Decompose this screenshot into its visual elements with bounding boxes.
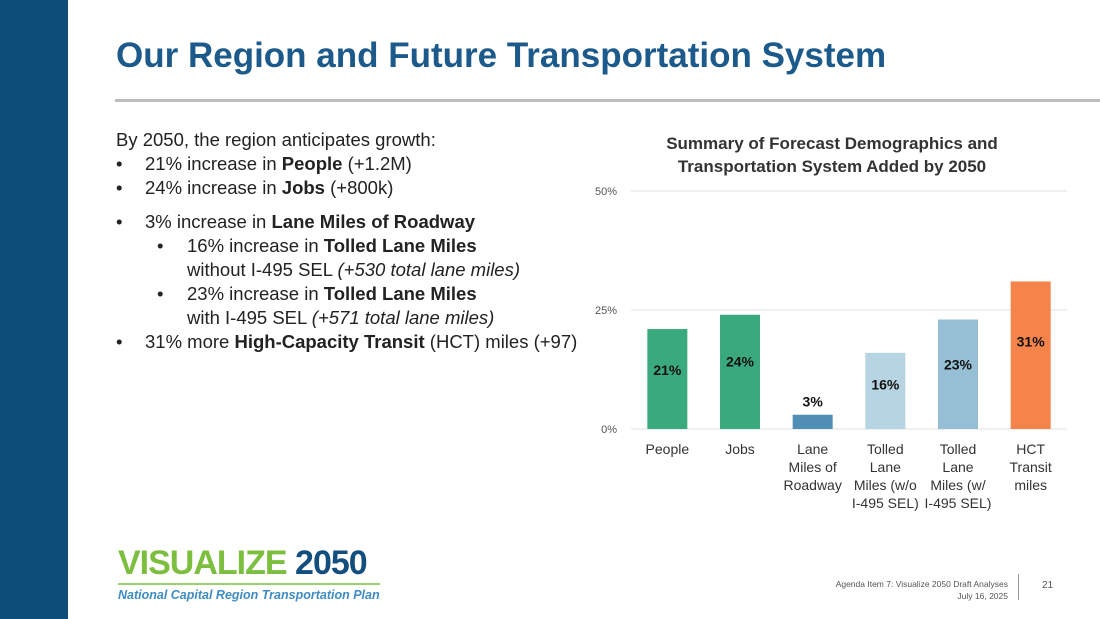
bullet-lane-miles: 3% increase in Lane Miles of Roadway xyxy=(116,210,586,234)
bar xyxy=(720,314,760,429)
bar xyxy=(647,329,688,429)
y-tick-label: 25% xyxy=(595,305,617,317)
x-tick-label: Transit xyxy=(1010,459,1052,475)
footer-divider xyxy=(1018,574,1019,600)
bar xyxy=(938,319,978,429)
data-label: 21% xyxy=(653,362,682,378)
x-tick-label: HCT xyxy=(1016,441,1045,457)
title-divider xyxy=(115,99,1100,102)
data-label: 23% xyxy=(944,356,973,372)
x-tick-label: I-495 SEL) xyxy=(925,495,992,511)
data-label: 16% xyxy=(871,376,900,392)
intro-text: By 2050, the region anticipates growth: xyxy=(116,129,436,150)
y-tick-label: 50% xyxy=(595,186,617,198)
x-tick-label: I-495 SEL) xyxy=(852,495,919,511)
visualize-2050-logo: VISUALIZE 2050 National Capital Region T… xyxy=(118,544,380,602)
bullet-jobs: 24% increase in Jobs (+800k) xyxy=(116,176,586,200)
x-tick-label: People xyxy=(646,441,690,457)
bar xyxy=(1010,281,1051,429)
footer-text: Agenda Item 7: Visualize 2050 Draft Anal… xyxy=(835,579,1008,601)
bullet-people: 21% increase in People (+1.2M) xyxy=(116,152,586,176)
x-tick-label: Miles (w/o xyxy=(854,477,917,493)
x-tick-label: Lane xyxy=(797,441,828,457)
data-label: 31% xyxy=(1017,333,1046,349)
page-title: Our Region and Future Transportation Sys… xyxy=(116,36,887,75)
bullet-hct: 31% more High-Capacity Transit (HCT) mil… xyxy=(116,330,586,354)
sidebar-band xyxy=(0,0,68,619)
x-tick-label: Lane xyxy=(870,459,901,475)
x-tick-label: Miles (w/ xyxy=(930,477,985,493)
x-tick-label: Roadway xyxy=(783,477,841,493)
x-tick-label: miles xyxy=(1014,477,1047,493)
x-tick-label: Lane xyxy=(942,459,973,475)
data-label: 3% xyxy=(803,394,824,410)
y-tick-label: 0% xyxy=(601,424,617,436)
x-tick-label: Tolled xyxy=(940,441,977,457)
x-tick-label: Miles of xyxy=(789,459,837,475)
chart-title: Summary of Forecast Demographics and Tra… xyxy=(666,134,998,176)
bullet-text: By 2050, the region anticipates growth: … xyxy=(116,128,586,354)
data-label: 24% xyxy=(726,353,755,369)
page-number: 21 xyxy=(1042,580,1054,591)
x-tick-label: Tolled xyxy=(867,441,904,457)
x-tick-label: Jobs xyxy=(725,441,755,457)
bar xyxy=(792,414,833,429)
bullet-tolled-without: 16% increase in Tolled Lane Mileswithout… xyxy=(116,234,586,282)
bar xyxy=(865,352,906,429)
